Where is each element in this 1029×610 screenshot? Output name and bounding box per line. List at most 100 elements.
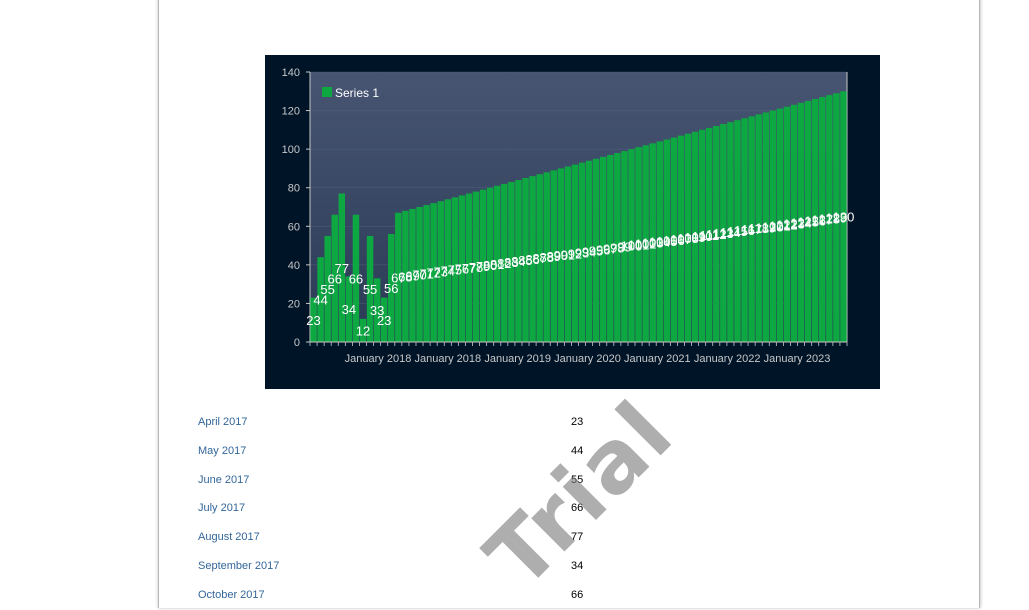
bar [804, 100, 812, 342]
bar [472, 191, 480, 342]
row-month-link[interactable]: May 2017 [198, 444, 247, 457]
data-label: 33 [370, 303, 384, 318]
y-tick-label: 40 [288, 260, 300, 272]
row-value: 44 [571, 444, 584, 457]
bar [359, 318, 367, 342]
x-tick-label: January 2018 [414, 353, 481, 365]
data-label: 106 [663, 233, 685, 248]
bar [324, 235, 331, 342]
bar [416, 207, 423, 342]
data-label: 96 [596, 242, 610, 257]
bar [755, 114, 762, 342]
data-label: 72 [426, 266, 440, 281]
data-label: 89 [547, 249, 561, 264]
bar [515, 180, 522, 342]
data-label: 99 [617, 240, 631, 255]
data-label: 44 [313, 293, 327, 308]
bar [741, 118, 748, 343]
bar [508, 181, 515, 342]
data-label: 111 [699, 228, 719, 243]
bar [819, 97, 826, 342]
x-tick-label: January 2018 [345, 353, 412, 365]
row-month-link[interactable]: August 2017 [198, 531, 260, 544]
bar [571, 164, 579, 342]
data-label: 124 [790, 215, 812, 230]
bar [790, 104, 798, 343]
y-tick-label: 80 [288, 183, 300, 195]
data-label: 121 [769, 218, 791, 233]
row-month-link[interactable]: April 2017 [198, 416, 248, 428]
data-label: 105 [656, 234, 678, 249]
data-label: 100 [621, 239, 643, 254]
bar [599, 156, 607, 342]
table-row: August 2017 77 [198, 523, 618, 552]
bar [345, 276, 353, 342]
data-label: 55 [363, 282, 377, 297]
data-label: 118 [748, 221, 769, 236]
bar [705, 127, 713, 342]
data-label: 68 [398, 269, 412, 284]
data-label: 104 [649, 235, 671, 250]
data-label: 120 [762, 219, 784, 234]
data-label: 84 [511, 254, 525, 269]
x-tick-label: January 2021 [624, 353, 691, 365]
bar [373, 278, 381, 342]
bar [713, 126, 720, 342]
data-label: 77 [462, 261, 476, 276]
bar [310, 297, 317, 342]
bar [607, 154, 614, 342]
data-label: 34 [342, 302, 356, 317]
data-label: 109 [684, 230, 706, 245]
bar [649, 143, 656, 342]
bar [494, 185, 501, 342]
table-row: June 2017 55 [198, 466, 618, 495]
data-label: 87 [532, 251, 546, 266]
bar [380, 297, 388, 342]
data-label: 12 [356, 323, 370, 338]
table-row: September 2017 34 [198, 552, 618, 581]
data-label: 23 [306, 313, 320, 328]
data-label: 113 [713, 226, 734, 241]
data-label: 77 [335, 261, 349, 276]
row-month-link[interactable]: June 2017 [198, 473, 250, 486]
row-value: 66 [571, 502, 584, 515]
bar [536, 174, 543, 342]
x-tick-label: January 2022 [694, 353, 761, 365]
bar [430, 203, 437, 342]
bar [840, 91, 847, 343]
data-label: 128 [818, 212, 840, 227]
bar [826, 95, 833, 342]
bar [366, 235, 374, 342]
bar [783, 106, 791, 342]
row-month-link[interactable]: October 2017 [198, 588, 265, 601]
data-label: 117 [741, 222, 762, 237]
data-label: 119 [755, 220, 776, 235]
bar [423, 205, 430, 342]
bar [557, 168, 565, 342]
bar [656, 141, 663, 342]
legend-label: Series 1 [335, 86, 379, 100]
data-label: 115 [727, 224, 748, 239]
data-label: 81 [490, 257, 504, 272]
data-label: 82 [497, 256, 511, 271]
bar [691, 131, 699, 342]
bar [635, 147, 642, 342]
bar [529, 176, 536, 342]
data-label: 126 [804, 214, 826, 229]
data-label: 125 [797, 214, 819, 229]
bar [677, 135, 685, 342]
bar [409, 208, 416, 342]
table-row: October 2017 66 [198, 581, 618, 610]
data-label: 78 [469, 260, 483, 275]
bar [614, 153, 621, 342]
data-label: 116 [734, 223, 755, 238]
row-month-link[interactable]: September 2017 [198, 559, 280, 572]
data-label: 97 [603, 241, 617, 256]
bar [748, 116, 755, 342]
bar [486, 187, 494, 342]
bar [402, 210, 409, 342]
data-label: 73 [433, 265, 447, 280]
data-label: 107 [670, 232, 692, 247]
table-row: May 2017 44 [198, 437, 618, 466]
row-month-link[interactable]: July 2017 [198, 502, 246, 515]
